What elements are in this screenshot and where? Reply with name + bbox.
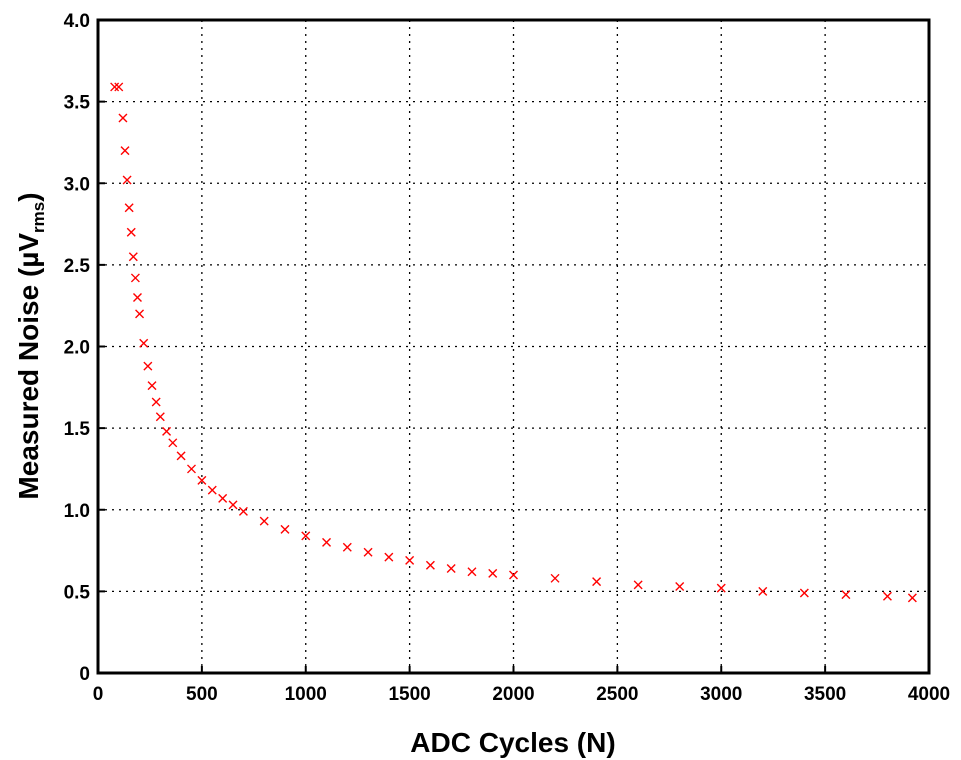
y-axis-title-subscript: rms — [29, 202, 48, 233]
data-point — [147, 381, 157, 391]
data-point — [363, 547, 373, 557]
data-point — [716, 583, 726, 593]
data-point — [841, 590, 851, 600]
x-tick-label: 2000 — [492, 684, 534, 705]
data-point — [322, 537, 332, 547]
data-point — [197, 475, 207, 485]
data-point — [675, 581, 685, 591]
y-tick-label: 4.0 — [64, 11, 90, 32]
x-tick-label: 3000 — [700, 684, 742, 705]
data-point — [114, 82, 124, 92]
data-point — [488, 568, 498, 578]
y-tick-label: 3.5 — [64, 93, 91, 114]
data-point — [132, 293, 142, 303]
data-point — [122, 175, 132, 185]
data-point — [162, 426, 172, 436]
y-tick-label: 3.0 — [64, 174, 90, 195]
data-point — [130, 273, 140, 283]
data-point — [882, 591, 892, 601]
data-point — [128, 252, 138, 262]
data-point — [139, 338, 149, 348]
data-point — [110, 82, 120, 92]
data-point — [384, 552, 394, 562]
data-markers — [110, 82, 917, 603]
data-point — [633, 580, 643, 590]
data-point — [509, 570, 518, 580]
data-point — [218, 493, 228, 503]
y-axis-title-close: ) — [13, 192, 44, 201]
data-point — [186, 464, 196, 474]
data-point — [124, 203, 134, 213]
data-point — [151, 397, 161, 407]
data-point — [592, 577, 602, 587]
x-tick-label: 3500 — [804, 684, 846, 705]
x-tick-label: 500 — [186, 684, 218, 705]
data-point — [342, 542, 352, 552]
x-tick-label: 1000 — [285, 684, 327, 705]
y-tick-label: 1.0 — [64, 501, 90, 522]
y-axis-title: Measured Noise (µVrms) — [13, 192, 48, 499]
data-point — [155, 412, 165, 422]
data-point — [238, 506, 248, 516]
data-point — [425, 560, 435, 570]
y-tick-label: 0.5 — [64, 582, 91, 603]
x-axis-ticks: 0 500 1000 1500 2000 2500 3000 3500 4000 — [93, 666, 950, 705]
data-point — [143, 361, 153, 371]
data-point — [907, 593, 917, 603]
x-tick-label: 1500 — [388, 684, 430, 705]
y-tick-label: 2.5 — [64, 256, 91, 277]
y-axis-ticks: 0 0.5 1.0 1.5 2.0 2.5 3.0 3.5 4.0 — [64, 11, 105, 685]
data-point — [446, 564, 456, 574]
data-point — [259, 516, 269, 526]
data-point — [207, 485, 217, 495]
x-axis-title: ADC Cycles (N) — [410, 727, 615, 758]
data-point — [176, 451, 186, 461]
data-point — [118, 113, 128, 123]
data-point — [301, 531, 311, 541]
data-point — [405, 555, 415, 565]
data-point — [126, 227, 136, 237]
x-tick-label: 0 — [93, 684, 104, 705]
y-tick-label: 0 — [79, 664, 90, 685]
x-tick-label: 4000 — [908, 684, 950, 705]
data-point — [168, 438, 178, 448]
data-point — [799, 588, 809, 598]
data-point — [550, 573, 560, 583]
x-tick-label: 2500 — [596, 684, 638, 705]
data-point — [228, 500, 238, 510]
data-point — [467, 567, 477, 577]
y-tick-label: 2.0 — [64, 338, 90, 359]
data-point — [758, 586, 768, 596]
data-point — [135, 309, 145, 319]
data-point — [120, 146, 130, 156]
data-point — [280, 524, 290, 534]
y-axis-title-main: Measured Noise (µV — [13, 233, 44, 500]
y-tick-label: 1.5 — [64, 419, 91, 440]
